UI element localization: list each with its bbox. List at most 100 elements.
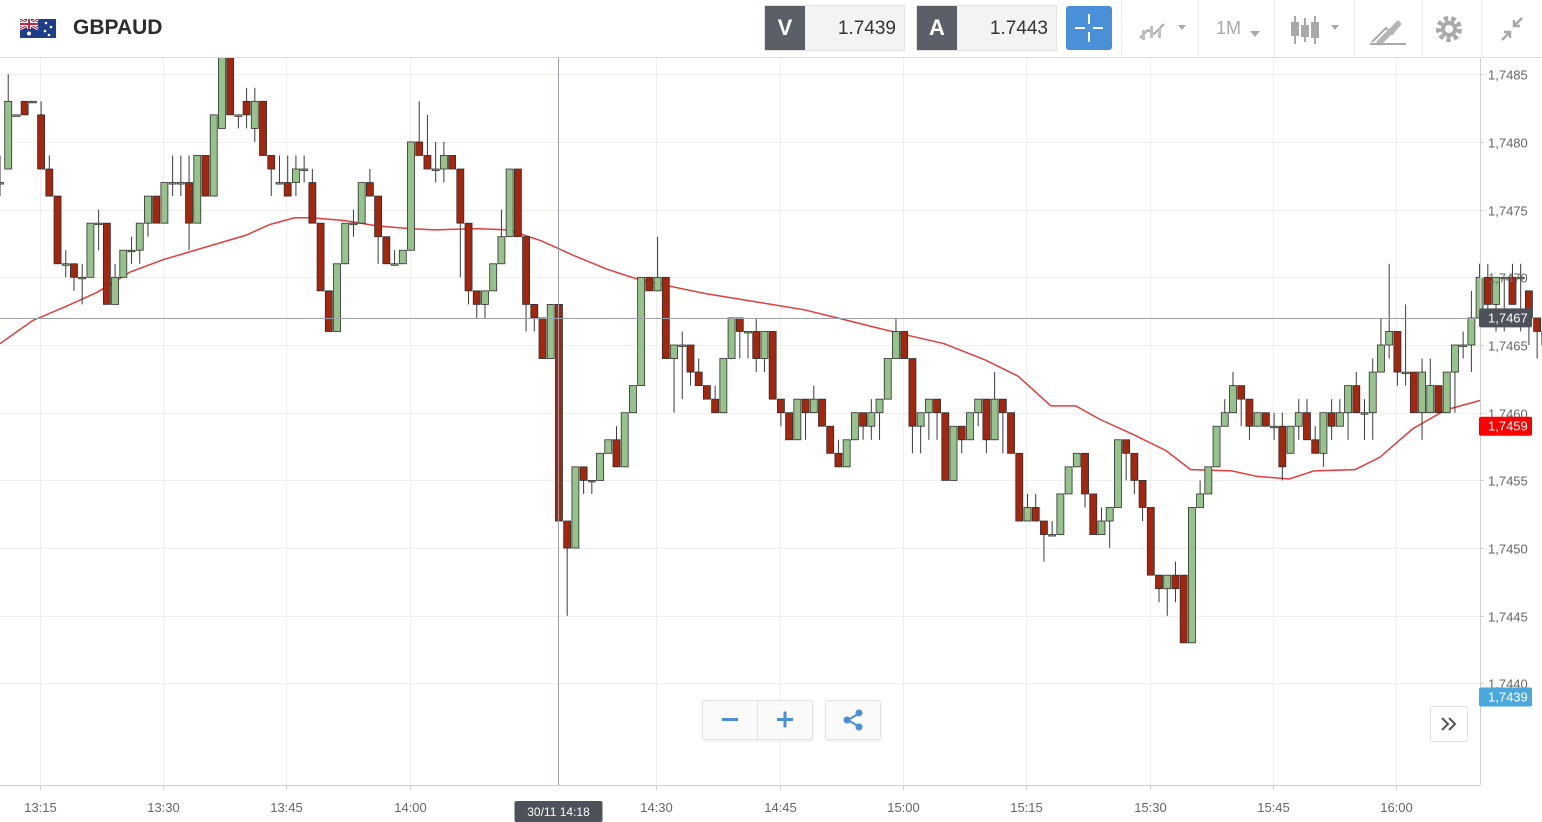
chart-type-button[interactable] <box>1276 0 1352 58</box>
candle-body-down <box>686 344 695 373</box>
settings-button[interactable] <box>1424 0 1480 58</box>
candle-body-up <box>1426 385 1435 414</box>
candle <box>875 398 884 440</box>
y-tick-label: 1,7445 <box>1488 610 1528 625</box>
candle-body-down <box>1261 412 1270 427</box>
candle <box>1229 372 1237 414</box>
timeframe-button[interactable]: 1M <box>1200 0 1272 58</box>
candle <box>423 114 432 170</box>
candle-body-up <box>1516 276 1525 280</box>
candle <box>1007 412 1015 454</box>
candle-body-up <box>431 168 440 171</box>
candle <box>20 100 29 116</box>
candle <box>4 74 13 170</box>
drawing-tools-button[interactable] <box>1356 0 1422 58</box>
candle-body-up <box>883 358 892 400</box>
candle-body-down <box>933 398 941 414</box>
candle <box>1442 371 1451 414</box>
candle <box>489 263 498 292</box>
candle <box>1122 439 1131 481</box>
candle <box>398 249 407 265</box>
candle <box>809 385 818 414</box>
candle <box>1344 385 1352 440</box>
crosshair-price-tag: 1,7467 <box>1479 308 1532 328</box>
candle-body-up <box>439 155 448 170</box>
candle-body-up <box>1377 344 1385 373</box>
candle <box>341 222 350 265</box>
candle-body-down <box>711 398 720 414</box>
candle <box>686 344 695 386</box>
candle-body-down <box>563 520 572 549</box>
candle-body-down <box>382 236 391 265</box>
candle <box>1368 358 1377 440</box>
candle <box>1508 263 1517 305</box>
candle <box>275 155 284 185</box>
candle <box>563 520 572 616</box>
candle-body-up <box>168 182 177 185</box>
candle <box>727 317 736 359</box>
candle <box>571 466 580 549</box>
candle <box>1155 574 1163 603</box>
candle <box>1278 412 1287 481</box>
candle <box>620 412 629 468</box>
candle <box>292 155 300 197</box>
candle <box>1377 317 1385 373</box>
collapse-icon <box>1482 17 1542 62</box>
candle-body-up <box>1048 534 1057 537</box>
candle-body-up <box>1196 493 1205 508</box>
y-axis-ticks: 1,74851,74801,74751,74701,74651,74601,74… <box>1480 68 1528 692</box>
candle <box>596 452 604 481</box>
current-price-tag: 1,7459 <box>1479 416 1532 436</box>
candle <box>604 439 613 454</box>
candle-body-up <box>0 182 4 185</box>
candle <box>1467 290 1476 373</box>
bid-price-box[interactable]: V 1.7439 <box>764 5 905 51</box>
candle <box>530 303 539 332</box>
scroll-to-latest-button[interactable] <box>1430 706 1468 742</box>
candle <box>168 155 177 197</box>
collapse-button[interactable] <box>1482 0 1542 58</box>
crosshair-button[interactable] <box>1066 6 1112 50</box>
x-tick-label: 14:45 <box>764 800 797 815</box>
candle <box>53 195 62 265</box>
indicators-button[interactable] <box>1122 0 1196 58</box>
candle-body-down <box>1409 371 1418 414</box>
candle <box>900 331 909 359</box>
share-button[interactable] <box>825 700 881 740</box>
candle-body-down <box>374 195 383 238</box>
candle <box>949 425 958 481</box>
candle-body-up <box>637 276 646 387</box>
y-tick-label: 1,7455 <box>1488 474 1528 489</box>
instrument-symbol[interactable]: GBPAUD <box>73 16 163 39</box>
y-tick-label: 1,7480 <box>1488 136 1528 151</box>
candle-body-up <box>1368 371 1377 414</box>
candle-body-down <box>776 398 785 414</box>
candle-body-down <box>1138 479 1147 508</box>
candle <box>448 155 456 170</box>
candle-body-down <box>1237 385 1246 400</box>
candle <box>382 236 391 265</box>
toolbar-separator <box>1354 0 1355 58</box>
moving-average-layer <box>0 217 1481 480</box>
ask-price-box[interactable]: A 1.7443 <box>916 5 1057 51</box>
bid-value: 1.7439 <box>837 18 896 39</box>
candle-body-down <box>37 114 45 170</box>
candle-body-down <box>1015 452 1024 522</box>
candle <box>1261 412 1270 427</box>
candle-body-down <box>1031 507 1040 522</box>
candle <box>308 169 317 224</box>
candle-body-up <box>1401 371 1410 374</box>
candle <box>941 412 950 481</box>
candle-body-down <box>1179 574 1188 644</box>
candle <box>998 398 1007 454</box>
zoom-in-button[interactable] <box>758 701 812 739</box>
crosshair <box>0 58 1480 785</box>
candle <box>407 141 415 251</box>
candle-body-up <box>357 182 366 224</box>
candle <box>300 155 309 183</box>
candle <box>801 398 810 440</box>
zoom-out-button[interactable] <box>703 701 757 739</box>
zoom-controls <box>702 700 813 740</box>
candle-body-up <box>719 358 728 414</box>
